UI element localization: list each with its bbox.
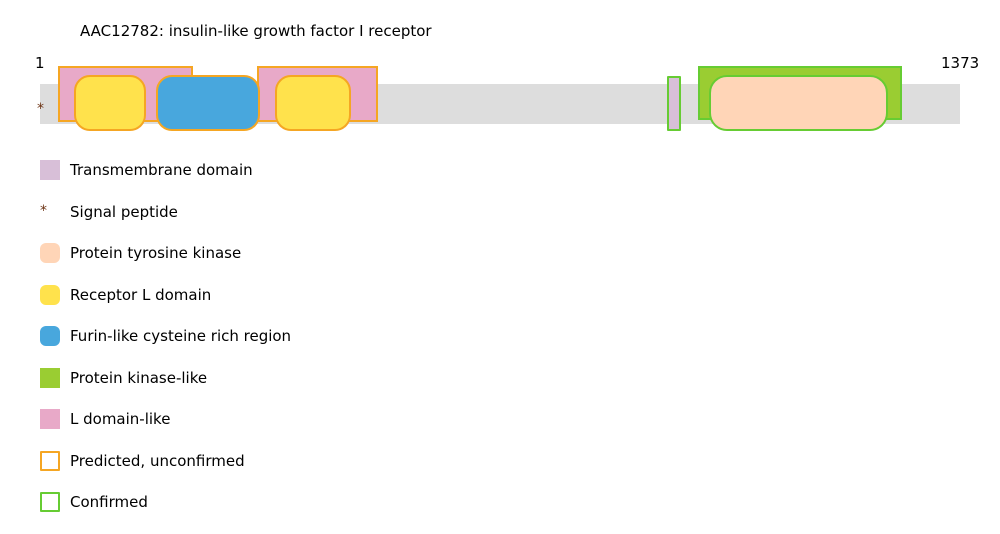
protein-diagram: AAC12782: insulin-like growth factor I r… xyxy=(0,0,1000,140)
legend-label: Protein kinase-like xyxy=(70,368,208,387)
legend-label: Signal peptide xyxy=(70,202,178,221)
sequence-end-label: 1373 xyxy=(941,54,980,72)
legend-item-protein-kinase-like: Protein kinase-like xyxy=(40,357,291,399)
legend-label: Protein tyrosine kinase xyxy=(70,244,242,263)
furin-like-cysteine-rich-region-block xyxy=(155,75,260,131)
transmembrane-domain-block xyxy=(666,76,682,131)
l-domain-like-swatch-icon xyxy=(40,409,60,430)
protein-title: AAC12782: insulin-like growth factor I r… xyxy=(80,22,432,40)
legend-item-l-domain-like: L domain-like xyxy=(40,399,291,441)
receptor-l-domain-block xyxy=(74,75,146,131)
legend-item-confirmed: Confirmed xyxy=(40,482,291,524)
asterisk-icon: * xyxy=(40,203,47,220)
transmembrane-swatch-icon xyxy=(40,160,60,181)
tyrosine-kinase-swatch-icon xyxy=(40,243,60,264)
legend-label: Predicted, unconfirmed xyxy=(70,451,245,470)
legend-item-predicted: Predicted, unconfirmed xyxy=(40,440,291,482)
kinase-like-swatch-icon xyxy=(40,367,60,388)
legend-label: Receptor L domain xyxy=(70,285,212,304)
legend: Transmembrane domain * Signal peptide Pr… xyxy=(40,150,291,524)
protein-tyrosine-kinase-block xyxy=(708,75,889,131)
sequence-start-label: 1 xyxy=(35,54,45,72)
legend-item-signal-peptide: * Signal peptide xyxy=(40,191,291,233)
legend-item-receptor-l-domain: Receptor L domain xyxy=(40,274,291,316)
predicted-outline-icon xyxy=(40,450,60,471)
legend-label: L domain-like xyxy=(70,410,171,429)
legend-label: Transmembrane domain xyxy=(70,161,253,180)
receptor-l-swatch-icon xyxy=(40,284,60,305)
legend-item-protein-tyrosine-kinase: Protein tyrosine kinase xyxy=(40,233,291,275)
receptor-l-domain-block xyxy=(275,75,351,131)
legend-label: Furin-like cysteine rich region xyxy=(70,327,292,346)
legend-item-furin-like-region: Furin-like cysteine rich region xyxy=(40,316,291,358)
legend-item-transmembrane-domain: Transmembrane domain xyxy=(40,150,291,192)
signal-peptide-marker: * xyxy=(37,101,44,117)
furin-like-swatch-icon xyxy=(40,326,60,347)
legend-label: Confirmed xyxy=(70,493,148,512)
confirmed-outline-icon xyxy=(40,492,60,513)
